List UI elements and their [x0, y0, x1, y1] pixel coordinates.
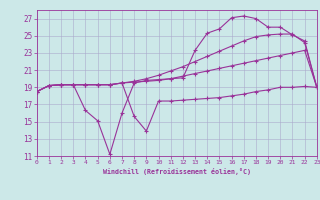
- X-axis label: Windchill (Refroidissement éolien,°C): Windchill (Refroidissement éolien,°C): [103, 168, 251, 175]
